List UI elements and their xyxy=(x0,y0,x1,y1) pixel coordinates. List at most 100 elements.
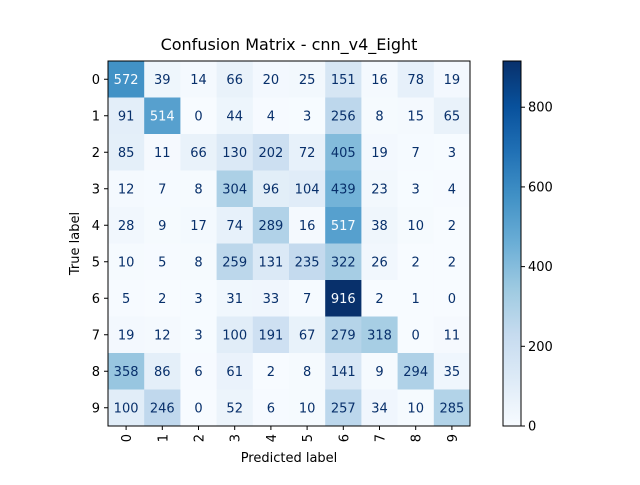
heatmap-cell-value: 0 xyxy=(194,109,202,124)
heatmap-cell xyxy=(433,243,471,281)
heatmap-cell xyxy=(433,170,471,208)
heatmap-cell-value: 10 xyxy=(407,401,424,416)
heatmap-cell xyxy=(397,170,435,208)
heatmap-cell xyxy=(144,207,181,244)
x-tick-label: 3 xyxy=(229,434,244,442)
heatmap-cell-value: 246 xyxy=(150,401,175,416)
heatmap-cell-value: 25 xyxy=(299,73,316,88)
heatmap-cell xyxy=(144,353,181,390)
heatmap-cell-value: 66 xyxy=(190,146,207,161)
heatmap-cell-value: 3 xyxy=(412,182,420,197)
heatmap-cell-value: 2 xyxy=(448,255,456,270)
heatmap-cell-value: 67 xyxy=(299,328,316,343)
heatmap-cell xyxy=(144,61,181,98)
heatmap-cell xyxy=(216,97,254,135)
heatmap-cell-value: 279 xyxy=(331,328,356,343)
heatmap-cell xyxy=(180,389,217,427)
heatmap-cell-value: 2 xyxy=(448,219,456,234)
heatmap-cell-value: 14 xyxy=(190,73,207,88)
heatmap-cell xyxy=(180,61,217,98)
heatmap-cell xyxy=(216,389,254,427)
heatmap-cell xyxy=(289,134,326,171)
heatmap-cells xyxy=(108,61,471,427)
y-tick-label: 0 xyxy=(92,73,100,88)
plot-frame xyxy=(107,60,471,427)
heatmap-cell-value: 2 xyxy=(158,292,166,307)
heatmap-cell-value: 9 xyxy=(375,365,383,380)
colorbar-tick-label: 600 xyxy=(528,180,553,195)
heatmap-cell-value: 514 xyxy=(150,109,175,124)
y-tick-label: 5 xyxy=(92,255,100,270)
heatmap-cell xyxy=(361,134,398,171)
heatmap-cell xyxy=(108,280,145,317)
heatmap-cell xyxy=(289,170,326,208)
heatmap-cell xyxy=(325,353,362,390)
heatmap-cell xyxy=(144,243,181,281)
heatmap-cell-value: 86 xyxy=(154,365,171,380)
heatmap-cell xyxy=(433,134,471,171)
heatmap-cell-value: 100 xyxy=(114,401,139,416)
heatmap-cell-value: 141 xyxy=(331,365,356,380)
heatmap-cell xyxy=(144,134,181,171)
heatmap-cell-value: 439 xyxy=(331,182,356,197)
heatmap-cell xyxy=(216,134,254,171)
heatmap-cell-value: 3 xyxy=(194,328,202,343)
heatmap-cell-value: 19 xyxy=(371,146,388,161)
heatmap-cell-value: 3 xyxy=(194,292,202,307)
heatmap-cell xyxy=(397,243,435,281)
y-axis-label: True label xyxy=(68,212,83,276)
x-tick-label: 5 xyxy=(301,434,316,442)
heatmap-cell-value: 74 xyxy=(226,219,243,234)
heatmap-cell-value: 15 xyxy=(407,109,424,124)
heatmap-cell xyxy=(252,280,290,317)
heatmap-cell-value: 0 xyxy=(448,292,456,307)
heatmap-cell xyxy=(433,389,471,427)
heatmap-cell xyxy=(216,280,254,317)
heatmap-cell-value: 17 xyxy=(190,219,207,234)
heatmap-cell xyxy=(289,280,326,317)
heatmap-cell-value: 294 xyxy=(403,365,428,380)
heatmap-cell-value: 318 xyxy=(367,328,392,343)
heatmap-cell-value: 10 xyxy=(118,255,135,270)
heatmap-cell-value: 4 xyxy=(448,182,456,197)
heatmap-cell-value: 8 xyxy=(194,255,202,270)
y-tick-label: 2 xyxy=(92,146,100,161)
heatmap-cell-value: 12 xyxy=(154,328,171,343)
heatmap-cell xyxy=(325,316,362,354)
heatmap-cell xyxy=(289,353,326,390)
x-tick-label: 4 xyxy=(265,434,280,442)
heatmap-cell xyxy=(180,280,217,317)
y-axis-ticks: 0 1 2 3 4 5 6 7 8 9 xyxy=(92,73,108,416)
heatmap-cell-value: 191 xyxy=(258,328,283,343)
heatmap-cell-value: 11 xyxy=(444,328,461,343)
heatmap-cell-value: 19 xyxy=(444,73,461,88)
heatmap-cell xyxy=(144,280,181,317)
heatmap-cell-value: 28 xyxy=(118,219,135,234)
heatmap-cell xyxy=(361,389,398,427)
heatmap-cell-value: 1 xyxy=(412,292,420,307)
heatmap-cell-value: 19 xyxy=(118,328,135,343)
heatmap-cell xyxy=(216,353,254,390)
heatmap-cell-value: 33 xyxy=(263,292,280,307)
heatmap-cell-value: 358 xyxy=(114,365,139,380)
heatmap-cell xyxy=(433,316,471,354)
heatmap-cell xyxy=(325,207,362,244)
heatmap-cell xyxy=(108,170,145,208)
heatmap-cell-value: 104 xyxy=(295,182,320,197)
heatmap-cell-value: 235 xyxy=(295,255,320,270)
heatmap-cell xyxy=(325,134,362,171)
heatmap-cell-value: 100 xyxy=(222,328,247,343)
heatmap-cell xyxy=(144,97,181,135)
heatmap-cell xyxy=(325,243,362,281)
colorbar xyxy=(502,60,522,427)
heatmap-cell xyxy=(433,280,471,317)
heatmap-cell xyxy=(180,97,217,135)
heatmap-cell-value: 26 xyxy=(371,255,388,270)
heatmap-cell-value: 12 xyxy=(118,182,135,197)
heatmap-cell xyxy=(252,353,290,390)
heatmap-cell xyxy=(361,61,398,98)
heatmap-cell-value: 322 xyxy=(331,255,356,270)
heatmap-cell xyxy=(433,353,471,390)
heatmap-cell xyxy=(252,61,290,98)
